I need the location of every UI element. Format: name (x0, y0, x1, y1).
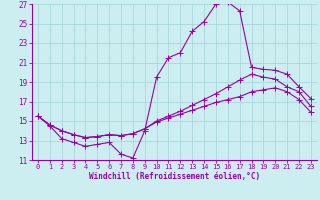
X-axis label: Windchill (Refroidissement éolien,°C): Windchill (Refroidissement éolien,°C) (89, 172, 260, 181)
